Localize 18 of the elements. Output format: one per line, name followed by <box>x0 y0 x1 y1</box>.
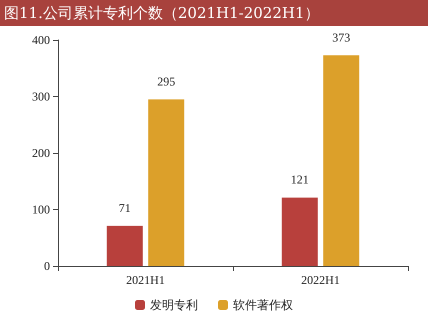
data-label: 373 <box>332 30 350 44</box>
x-tick-label: 2021H1 <box>126 273 165 287</box>
y-tick-label: 300 <box>32 90 50 104</box>
bar <box>323 55 360 266</box>
y-tick-label: 100 <box>32 202 50 216</box>
bar <box>148 99 184 266</box>
bar <box>282 198 318 266</box>
data-label: 71 <box>118 200 131 215</box>
data-label: 121 <box>290 172 309 187</box>
y-tick-label: 200 <box>32 146 50 160</box>
x-tick-label: 2022H1 <box>301 273 340 287</box>
legend-label: 软件著作权 <box>233 298 293 312</box>
y-tick-label: 0 <box>44 259 50 273</box>
bar <box>106 226 143 266</box>
y-tick-label: 400 <box>32 33 50 47</box>
chart-title: 图11.公司累计专利个数（2021H1-2022H1） <box>0 0 428 26</box>
data-label: 295 <box>157 74 176 88</box>
legend-label: 发明专利 <box>150 298 198 312</box>
